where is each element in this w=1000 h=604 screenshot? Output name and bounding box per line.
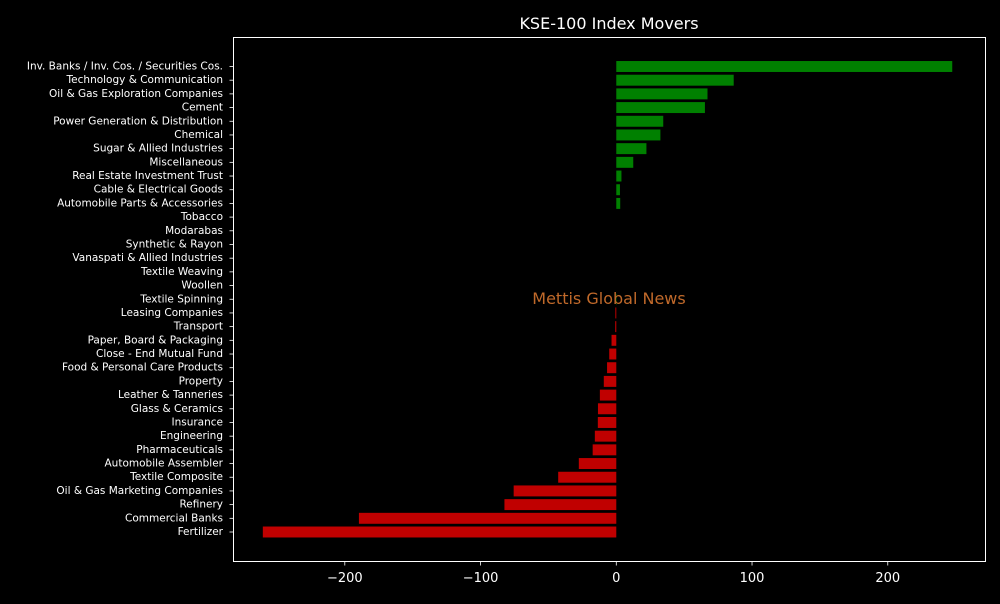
bar-33 <box>359 513 616 524</box>
category-label: Woollen <box>181 280 223 292</box>
bar-25 <box>598 403 616 414</box>
bar-23 <box>604 376 616 387</box>
category-label: Synthetic & Rayon <box>126 238 223 250</box>
category-label: Leasing Companies <box>121 307 223 319</box>
category-label: Close - End Mutual Fund <box>96 348 223 360</box>
category-label: Paper, Board & Packaging <box>88 334 223 346</box>
category-label: Glass & Ceramics <box>131 403 223 415</box>
x-tick-label: −100 <box>463 571 499 586</box>
watermark-text: Mettis Global News <box>532 289 685 308</box>
category-label: Chemical <box>174 129 223 141</box>
bar-22 <box>607 362 616 373</box>
category-label: Real Estate Investment Trust <box>72 170 223 182</box>
category-label: Commercial Banks <box>125 512 223 524</box>
category-label: Textile Composite <box>129 471 223 483</box>
bar-8 <box>616 171 621 182</box>
bar-10 <box>616 198 620 209</box>
bar-4 <box>616 116 663 127</box>
x-tick-label: 100 <box>740 571 765 586</box>
category-label: Refinery <box>179 499 223 511</box>
bar-6 <box>616 143 646 154</box>
bar-9 <box>616 184 620 195</box>
bar-27 <box>595 431 616 442</box>
bar-7 <box>616 157 633 168</box>
category-label: Transport <box>173 321 223 333</box>
category-label: Pharmaceuticals <box>136 444 223 456</box>
bar-2 <box>616 88 707 99</box>
bar-0 <box>616 61 952 72</box>
bar-20 <box>612 335 617 346</box>
bar-34 <box>263 527 616 538</box>
category-label: Modarabas <box>165 225 223 237</box>
category-label: Textile Spinning <box>139 293 223 305</box>
category-label: Oil & Gas Marketing Companies <box>56 485 223 497</box>
category-label: Textile Weaving <box>140 266 223 278</box>
category-label: Vanaspati & Allied Industries <box>72 252 223 264</box>
bar-31 <box>514 485 617 496</box>
category-label: Engineering <box>160 430 223 442</box>
category-label: Oil & Gas Exploration Companies <box>49 88 223 100</box>
category-label: Fertilizer <box>178 526 224 538</box>
bar-32 <box>504 499 616 510</box>
chart-title: KSE-100 Index Movers <box>519 14 698 33</box>
category-label: Food & Personal Care Products <box>62 362 223 374</box>
category-label: Automobile Assembler <box>105 458 224 470</box>
category-label: Sugar & Allied Industries <box>93 143 223 155</box>
category-label: Miscellaneous <box>149 156 223 168</box>
bar-26 <box>598 417 616 428</box>
category-label: Inv. Banks / Inv. Cos. / Securities Cos. <box>27 61 223 73</box>
category-label: Property <box>179 375 223 387</box>
bar-1 <box>616 75 733 86</box>
bar-3 <box>616 102 705 113</box>
category-label: Technology & Communication <box>66 74 223 86</box>
x-tick-label: 0 <box>612 571 620 586</box>
category-label: Cable & Electrical Goods <box>94 184 223 196</box>
bar-5 <box>616 129 660 140</box>
bar-29 <box>579 458 616 469</box>
bar-28 <box>593 444 617 455</box>
category-label: Insurance <box>171 416 223 428</box>
x-tick-label: 200 <box>875 571 900 586</box>
category-label: Leather & Tanneries <box>118 389 223 401</box>
x-tick-label: −200 <box>327 571 363 586</box>
category-label: Automobile Parts & Accessories <box>57 197 223 209</box>
bar-24 <box>600 390 616 401</box>
bar-18 <box>615 307 616 318</box>
category-label: Tobacco <box>180 211 223 223</box>
bar-30 <box>558 472 616 483</box>
bar-21 <box>609 349 616 360</box>
category-label: Power Generation & Distribution <box>53 115 223 127</box>
category-label: Cement <box>182 102 223 114</box>
bar-19 <box>615 321 616 332</box>
